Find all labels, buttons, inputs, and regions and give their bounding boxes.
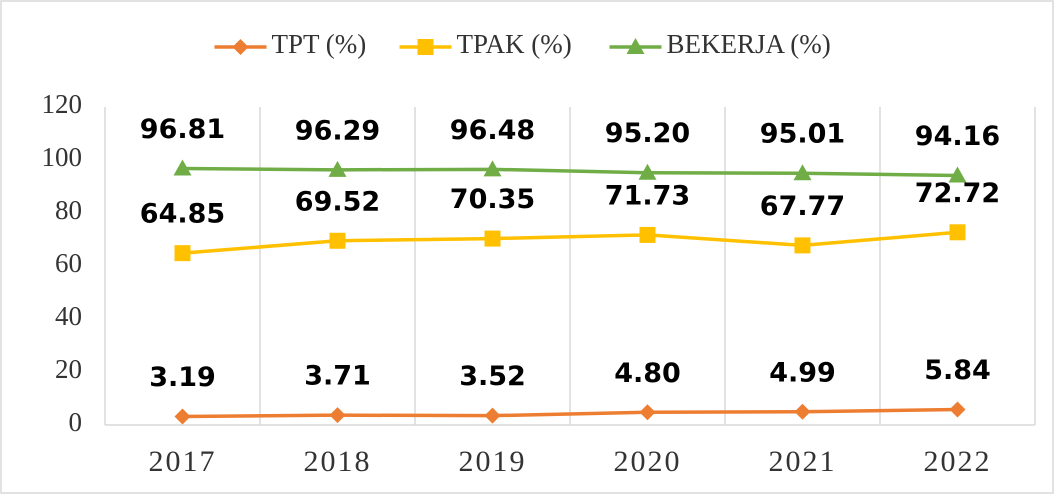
data-point	[949, 224, 966, 241]
x-tick-label: 2020	[614, 445, 682, 478]
data-point	[794, 237, 811, 254]
y-tick-label: 100	[42, 142, 83, 172]
legend-marker	[417, 39, 434, 55]
data-label: 70.35	[450, 184, 535, 215]
data-label: 67.77	[760, 191, 845, 222]
x-tick-label: 2019	[459, 445, 527, 478]
data-label: 4.80	[614, 358, 681, 389]
x-tick-label: 2021	[769, 445, 837, 478]
y-tick-label: 0	[69, 407, 83, 437]
data-label: 96.81	[140, 114, 225, 145]
y-tick-label: 60	[55, 248, 82, 278]
data-label: 64.85	[140, 199, 225, 230]
data-point	[174, 245, 191, 262]
x-tick-label: 2018	[304, 445, 372, 478]
legend-label: TPT (%)	[272, 29, 367, 59]
y-tick-label: 20	[55, 354, 82, 384]
data-label: 71.73	[605, 180, 690, 211]
legend-label: TPAK (%)	[457, 29, 572, 59]
y-tick-label: 80	[55, 195, 82, 225]
legend-label: BEKERJA (%)	[667, 29, 831, 59]
data-label: 3.71	[304, 361, 371, 392]
x-tick-label: 2022	[924, 445, 992, 478]
data-label: 3.52	[459, 361, 526, 392]
data-point	[329, 407, 346, 424]
series-line	[182, 166, 958, 178]
data-point	[793, 164, 812, 181]
x-tick-label: 2017	[149, 445, 217, 478]
data-point	[794, 403, 811, 420]
data-label: 96.29	[295, 115, 380, 146]
data-point	[948, 166, 967, 183]
data-point	[484, 407, 501, 424]
data-point	[329, 232, 346, 249]
legend-marker	[232, 39, 249, 55]
data-point	[949, 401, 966, 418]
data-label: 69.52	[295, 186, 380, 217]
data-point	[639, 404, 656, 421]
data-label: 95.01	[760, 119, 845, 150]
data-label: 72.72	[915, 178, 1000, 209]
data-label: 5.84	[924, 355, 991, 386]
data-point	[639, 226, 656, 243]
series-line	[182, 407, 958, 419]
data-point	[174, 408, 191, 425]
data-label: 94.16	[915, 121, 1000, 152]
y-tick-label: 40	[55, 301, 82, 331]
legend-marker	[626, 38, 645, 54]
data-point	[638, 163, 657, 180]
data-label: 96.48	[450, 115, 535, 146]
series-line	[182, 230, 958, 255]
data-point	[328, 160, 347, 177]
data-point	[484, 230, 501, 247]
data-label: 4.99	[769, 357, 836, 388]
y-tick-label: 120	[42, 89, 83, 119]
data-label: 3.19	[149, 362, 216, 393]
data-point	[173, 159, 192, 176]
data-point	[483, 160, 502, 177]
data-label: 95.20	[605, 118, 690, 149]
